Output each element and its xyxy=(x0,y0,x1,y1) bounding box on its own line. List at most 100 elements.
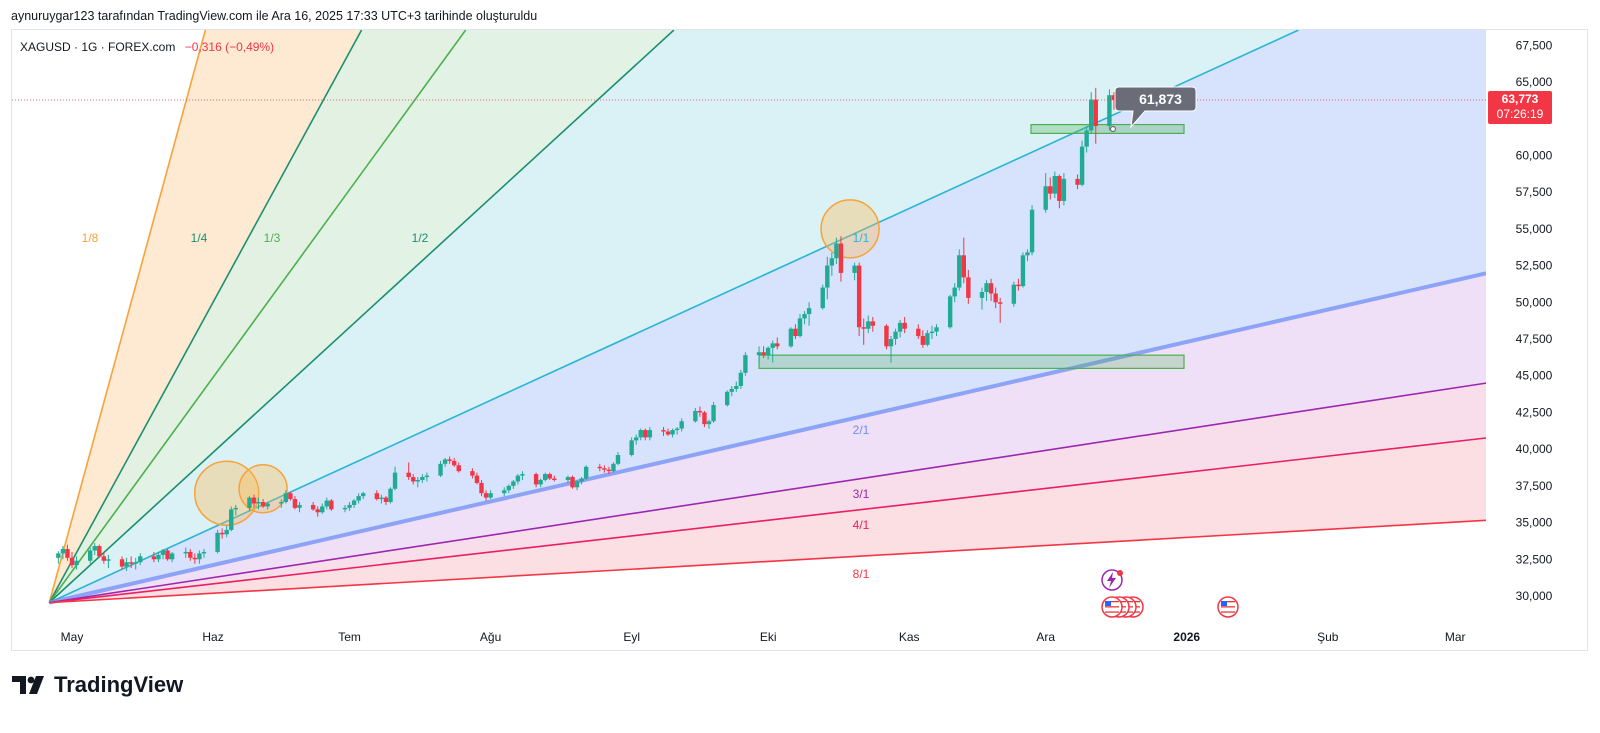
candle-body xyxy=(324,500,329,507)
candle-body xyxy=(884,325,889,347)
symbol-legend[interactable]: XAGUSD · 1G · FOREX.com −0,316 (−0,49%) xyxy=(20,40,274,54)
tradingview-logo-icon xyxy=(12,676,44,694)
candle-body xyxy=(579,478,584,482)
candle xyxy=(279,499,284,508)
candle-body xyxy=(1057,175,1062,201)
price-axis[interactable]: 30,000 32,500 35,000 37,500 40,000 42,500 45,0… xyxy=(1516,38,1553,603)
candle xyxy=(902,316,907,334)
candle-body xyxy=(756,352,762,356)
candle xyxy=(738,369,744,389)
candle xyxy=(374,490,380,501)
candle xyxy=(1020,252,1026,288)
fan-line-1-4[interactable] xyxy=(48,30,363,604)
candle-body xyxy=(192,557,198,560)
candle-body xyxy=(966,277,971,298)
support-zone-lower[interactable] xyxy=(758,354,1185,369)
fan-line-2-1[interactable] xyxy=(48,271,1486,605)
candle-body xyxy=(169,553,175,560)
candle xyxy=(219,528,225,539)
economic-events[interactable] xyxy=(1101,569,1239,618)
candle-body xyxy=(638,430,643,438)
fan-label-1-4: 1/4 xyxy=(191,231,208,245)
candle-body xyxy=(442,459,448,464)
price-tick-label: 57,500 xyxy=(1516,185,1553,199)
candle xyxy=(1093,87,1098,144)
candle xyxy=(693,408,698,423)
candle xyxy=(647,427,653,441)
candle-body xyxy=(897,322,903,332)
candle-body xyxy=(219,532,225,535)
candle xyxy=(1052,171,1057,199)
candle-body xyxy=(743,355,748,373)
us-event-flag-icon[interactable] xyxy=(1217,596,1239,618)
candle-body xyxy=(1020,255,1026,287)
candle-body xyxy=(679,421,684,429)
candle xyxy=(679,418,684,432)
price-tick-label: 35,000 xyxy=(1516,516,1553,530)
candle xyxy=(729,385,734,397)
candle xyxy=(1048,177,1053,200)
candle xyxy=(734,381,739,392)
candle xyxy=(388,487,393,504)
candle xyxy=(379,494,384,504)
time-tick-label: Eki xyxy=(760,630,777,644)
flag-stripe xyxy=(1221,603,1235,605)
candle-body xyxy=(1089,99,1094,131)
time-tick-label: Haz xyxy=(202,630,223,644)
candle-body xyxy=(670,430,675,435)
candle-body xyxy=(729,388,734,392)
flag-stripe xyxy=(1105,606,1119,608)
fan-line-8-1[interactable] xyxy=(49,519,1486,604)
candle xyxy=(998,297,1003,323)
candle-body xyxy=(279,502,284,504)
candle-body xyxy=(160,550,166,555)
candle-body xyxy=(229,509,234,530)
candle xyxy=(442,457,448,467)
highlight-circle[interactable] xyxy=(820,199,880,259)
candle xyxy=(1029,205,1035,256)
time-tick-label: Ara xyxy=(1036,630,1055,644)
candle xyxy=(256,497,261,510)
flag-stripe xyxy=(1221,601,1235,603)
candle xyxy=(797,314,803,338)
candle xyxy=(634,434,639,445)
candle-body xyxy=(547,474,552,479)
candle xyxy=(988,278,994,301)
candle-body xyxy=(138,556,143,563)
candle xyxy=(119,556,125,570)
tradingview-wordmark: TradingView xyxy=(54,672,184,697)
candle-body xyxy=(310,504,316,510)
candle xyxy=(793,324,798,339)
fan-line-1-3[interactable] xyxy=(48,30,467,604)
price-tick-label: 65,000 xyxy=(1516,75,1553,89)
fan-line-1-2[interactable] xyxy=(48,30,675,604)
candle xyxy=(925,330,930,347)
candle-body xyxy=(151,556,157,560)
candle-body xyxy=(615,455,621,464)
candle xyxy=(74,556,79,570)
candle-body xyxy=(233,507,238,510)
time-tick-label: 2026 xyxy=(1173,630,1200,644)
candle xyxy=(92,543,97,555)
lightning-event-icon[interactable] xyxy=(1101,569,1123,591)
fan-line-1-8[interactable] xyxy=(48,30,207,603)
candle xyxy=(329,499,334,511)
candle-body xyxy=(788,328,794,347)
us-event-flag-icon[interactable] xyxy=(1101,596,1123,618)
candle-body xyxy=(101,556,107,561)
callout-anchor-dot xyxy=(1109,125,1117,133)
fan-line-3-1[interactable] xyxy=(49,382,1486,604)
candle-body xyxy=(570,477,575,488)
candle-body xyxy=(674,428,680,431)
tradingview-logo[interactable]: TradingView xyxy=(12,672,183,698)
candle-body xyxy=(415,479,420,482)
time-axis[interactable]: May Haz Tem Ağu Eyl Eki Kas Ara 2026 Şub Mar xyxy=(61,630,1466,644)
candle xyxy=(229,506,234,532)
candle xyxy=(215,529,220,554)
time-tick-label: Tem xyxy=(338,630,361,644)
fan-line-4-1[interactable] xyxy=(49,437,1486,604)
candle xyxy=(310,502,316,511)
candle-body xyxy=(602,468,607,470)
candle xyxy=(552,475,557,482)
